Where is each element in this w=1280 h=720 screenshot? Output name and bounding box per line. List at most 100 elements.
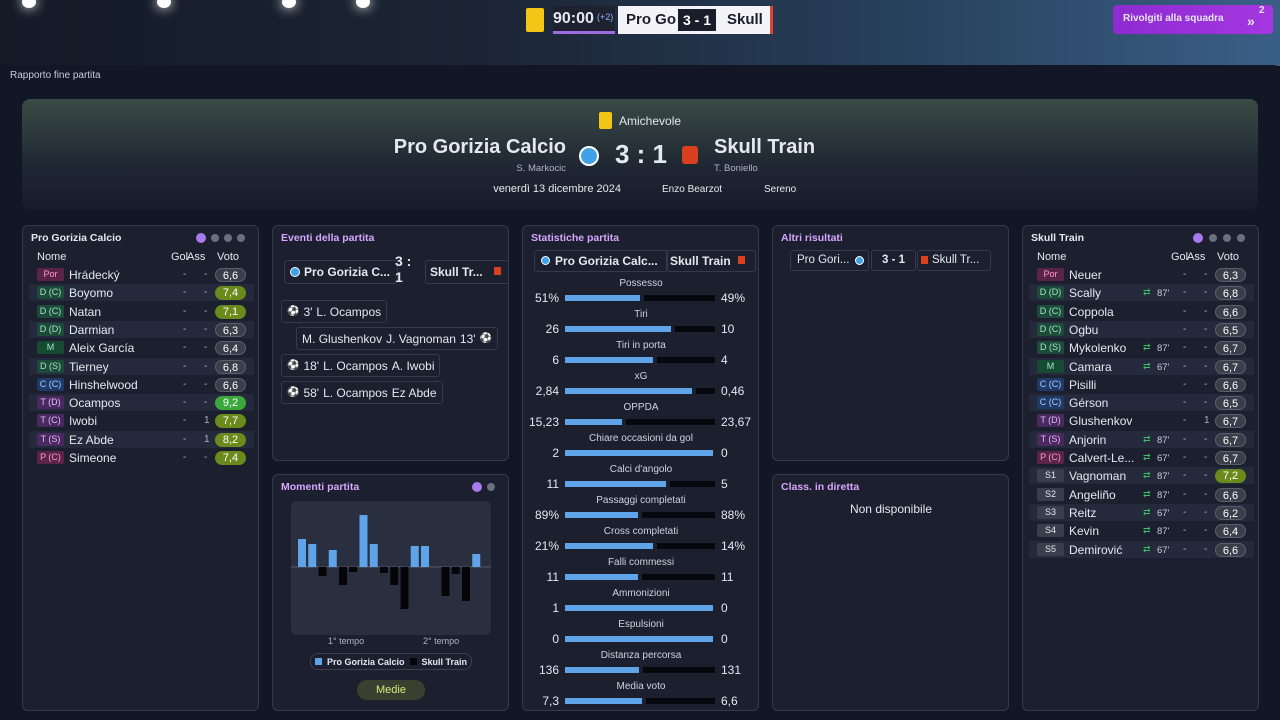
averages-button[interactable]: Medie xyxy=(357,680,425,700)
away-short: Skull xyxy=(727,11,763,28)
assists: - xyxy=(204,378,208,390)
position-badge: M xyxy=(37,341,64,355)
home-stat-bar xyxy=(565,512,639,518)
goals: - xyxy=(1183,287,1187,299)
team-talk-button[interactable]: Rivolgiti alla squadra 2 » xyxy=(1113,5,1273,34)
live-table-panel: Class. in diretta Non disponibile xyxy=(772,474,1009,711)
light xyxy=(22,0,36,8)
panel-title: Skull Train xyxy=(1031,232,1085,244)
home-stat-bar xyxy=(565,357,653,363)
home-moment-bar xyxy=(298,539,306,567)
sub-minute: 87' xyxy=(1157,526,1170,538)
position-badge: P (C) xyxy=(37,451,64,464)
home-stat-bar xyxy=(565,605,713,611)
row-bg xyxy=(29,430,254,448)
row-bg xyxy=(1029,320,1254,338)
position-badge: D (S) xyxy=(1037,341,1064,355)
position-badge: D (D) xyxy=(1037,286,1064,300)
position-badge: S5 xyxy=(1037,542,1064,556)
assists: - xyxy=(1204,305,1208,317)
assists: - xyxy=(204,323,208,335)
home-moment-bar xyxy=(421,546,429,567)
away-value: 49% xyxy=(721,291,746,305)
home-value: 2,84 xyxy=(535,384,559,398)
stat-name: Media voto xyxy=(616,681,666,692)
player-name: Pisilli xyxy=(1069,377,1097,392)
away-value: 6,6 xyxy=(721,694,738,708)
event: M. Glushenkov J. Vagnoman 13' ⚽ xyxy=(296,327,498,350)
page-dot xyxy=(224,234,232,242)
home-stat-bar xyxy=(565,450,713,456)
home-stat-bar xyxy=(565,543,653,549)
stats-panel: Statistiche partita Pro Gorizia Calc... S… xyxy=(522,225,759,711)
home-manager: S. Markocic xyxy=(516,163,566,174)
away-moment-bar xyxy=(380,567,388,573)
page-dot xyxy=(1193,233,1203,243)
stat-name: Tiri xyxy=(634,309,648,320)
player-name: Simeone xyxy=(69,451,117,465)
score: 3 : 1 xyxy=(395,253,412,285)
player-name: Iwobi xyxy=(69,414,98,429)
result-score-box xyxy=(871,250,916,271)
assist: M. Glushenkov xyxy=(302,331,383,346)
home-value: 2 xyxy=(552,446,559,460)
assists: - xyxy=(204,305,208,317)
assists: - xyxy=(1204,397,1208,409)
position-badge: C (C) xyxy=(37,377,64,391)
assists: - xyxy=(1204,342,1208,354)
rating: 7,7 xyxy=(215,414,246,429)
position-badge: D (S) xyxy=(37,359,64,373)
away-crest xyxy=(494,267,501,275)
assists: - xyxy=(1204,506,1208,518)
player-name: Boyomo xyxy=(69,286,114,301)
away-value: 11 xyxy=(721,570,734,584)
chevron: » xyxy=(1247,13,1255,29)
player-name: Coppola xyxy=(1069,304,1114,319)
player-name: Hrádecký xyxy=(69,268,120,282)
home-crest xyxy=(290,267,300,277)
away-stat-bar xyxy=(645,698,715,704)
home-ratings-panel: Pro Gorizia Calcio Nome Gol Ass Voto Por Hrád… xyxy=(22,225,259,711)
rating: 7,4 xyxy=(215,286,246,301)
stat-name: Distanza percorsa xyxy=(600,650,682,661)
player-name: Demirović xyxy=(1069,542,1123,557)
score-box: Pro Go 3 - 1 Skull xyxy=(618,6,773,34)
row-bg xyxy=(29,284,254,302)
position-badge: T (D) xyxy=(37,396,64,410)
away-value: 4 xyxy=(721,353,728,367)
home-value: 26 xyxy=(545,322,559,336)
home-stat-bar xyxy=(565,698,642,704)
row-bg xyxy=(1029,503,1254,521)
sub-minute: 87' xyxy=(1157,288,1170,300)
column-header: Voto xyxy=(1217,251,1240,263)
other-results-panel: Altri risultati Pro Gori... 3 - 1 Skull Tr… xyxy=(772,225,1009,461)
rating: 6,4 xyxy=(1215,524,1246,539)
position-badge: Por xyxy=(37,268,64,281)
assists: - xyxy=(1204,287,1208,299)
away-value: 14% xyxy=(721,539,746,553)
away-stat-bar xyxy=(670,481,715,487)
away-moment-bar xyxy=(318,567,327,576)
row-bg xyxy=(1029,540,1254,558)
result-home-box xyxy=(790,250,869,271)
goals: - xyxy=(1183,525,1187,537)
home-value: 6 xyxy=(552,353,559,367)
away-stat-bar xyxy=(643,295,715,301)
player-name: Mykolenko xyxy=(1069,341,1127,356)
sub-icon: ⇄ xyxy=(1143,488,1151,499)
home-value: 136 xyxy=(538,663,559,677)
goals: - xyxy=(1183,433,1187,445)
position-badge: D (C) xyxy=(1037,322,1064,336)
sub-icon: ⇄ xyxy=(1143,506,1151,517)
away-stat-bar xyxy=(657,357,715,363)
light xyxy=(282,0,296,8)
position-badge: T (C) xyxy=(37,414,64,428)
player-name: Angeliño xyxy=(1069,487,1116,502)
sub-icon: ⇄ xyxy=(1143,452,1151,462)
assists: - xyxy=(1204,378,1208,390)
away-moment-bar xyxy=(390,567,399,585)
home-stat-bar xyxy=(565,419,622,425)
rating: 6,2 xyxy=(1215,505,1246,520)
player-name: Tierney xyxy=(69,359,109,374)
player-name: Scally xyxy=(1069,286,1102,301)
